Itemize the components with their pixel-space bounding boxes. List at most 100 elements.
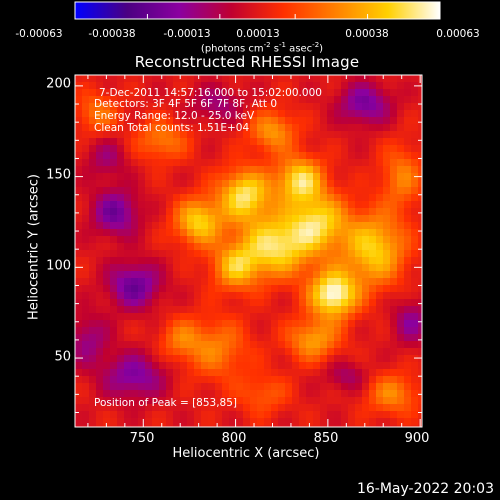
heatmap-cell [334,159,342,167]
heatmap-cell [320,292,328,300]
heatmap-cell [89,124,97,132]
heatmap-cell [376,271,384,279]
heatmap-cell [348,418,356,426]
heatmap-cell [173,152,181,160]
heatmap-cell [173,145,181,153]
heatmap-cell [201,369,209,377]
heatmap-cell [334,334,342,342]
heatmap-cell [327,299,335,307]
annotation-clean-counts: Clean Total counts: 1.51E+04 [94,122,250,134]
heatmap-cell [82,362,90,370]
heatmap-cell [271,89,279,97]
heatmap-cell [82,75,90,83]
heatmap-cell [250,348,258,356]
heatmap-cell [138,334,146,342]
heatmap-cell [145,222,153,230]
heatmap-cell [138,166,146,174]
heatmap-cell [369,117,377,125]
heatmap-cell [96,208,104,216]
heatmap-cell [138,145,146,153]
heatmap-cell [390,110,398,118]
heatmap-cell [173,138,181,146]
heatmap-cell [250,222,258,230]
heatmap-cell [327,166,335,174]
heatmap-cell [110,166,118,174]
heatmap-cell [271,299,279,307]
heatmap-cell [110,271,118,279]
heatmap-cell [369,75,377,83]
heatmap-cell [187,369,195,377]
heatmap-cell [180,271,188,279]
heatmap-cell [362,236,370,244]
heatmap-cell [131,369,139,377]
heatmap-cell [131,159,139,167]
heatmap-cell [82,208,90,216]
heatmap-cell [131,201,139,209]
heatmap-cell [201,285,209,293]
heatmap-cell [278,404,286,412]
heatmap-cell [187,152,195,160]
heatmap-cell [166,334,174,342]
heatmap-cell [82,334,90,342]
heatmap-cell [404,376,412,384]
heatmap-cell [390,271,398,279]
heatmap-cell [166,341,174,349]
heatmap-cell [313,397,321,405]
heatmap-cell [96,201,104,209]
heatmap-cell [264,208,272,216]
heatmap-cell [397,299,405,307]
heatmap-cell [383,404,391,412]
heatmap-cell [215,215,223,223]
heatmap-cell [75,271,83,279]
heatmap-cell [75,250,83,258]
heatmap-cell [229,138,237,146]
heatmap-cell [334,264,342,272]
heatmap-cell [278,159,286,167]
heatmap-cell [250,390,258,398]
heatmap-cell [222,348,230,356]
heatmap-cell [145,243,153,251]
heatmap-cell [229,229,237,237]
heatmap-cell [159,82,167,90]
heatmap-cell [145,271,153,279]
heatmap-cell [320,131,328,139]
heatmap-cell [229,383,237,391]
heatmap-cell [75,320,83,328]
heatmap-cell [383,411,391,419]
heatmap-cell [194,117,202,125]
heatmap-cell [236,320,244,328]
heatmap-cell [152,327,160,335]
heatmap-cell [215,404,223,412]
heatmap-cell [96,250,104,258]
heatmap-cell [397,313,405,321]
heatmap-cell [75,362,83,370]
heatmap-cell [159,285,167,293]
heatmap-cell [285,180,293,188]
heatmap-cell [313,75,321,83]
heatmap-cell [194,75,202,83]
heatmap-cell [236,236,244,244]
heatmap-cell [334,383,342,391]
heatmap-cell [152,243,160,251]
heatmap-cell [299,103,307,111]
heatmap-cell [131,166,139,174]
heatmap-cell [131,348,139,356]
heatmap-cell [138,89,146,97]
heatmap-cell [278,369,286,377]
heatmap-cell [299,306,307,314]
heatmap-cell [411,299,419,307]
heatmap-cell [243,341,251,349]
heatmap-cell [285,285,293,293]
heatmap-cell [390,313,398,321]
heatmap-cell [103,299,111,307]
heatmap-cell [348,117,356,125]
heatmap-cell [138,327,146,335]
heatmap-cell [292,327,300,335]
heatmap-cell [327,145,335,153]
heatmap-cell [208,201,216,209]
heatmap-cell [138,229,146,237]
heatmap-cell [299,229,307,237]
heatmap-cell [117,257,125,265]
plot-frame [74,74,423,428]
heatmap-cell [96,376,104,384]
